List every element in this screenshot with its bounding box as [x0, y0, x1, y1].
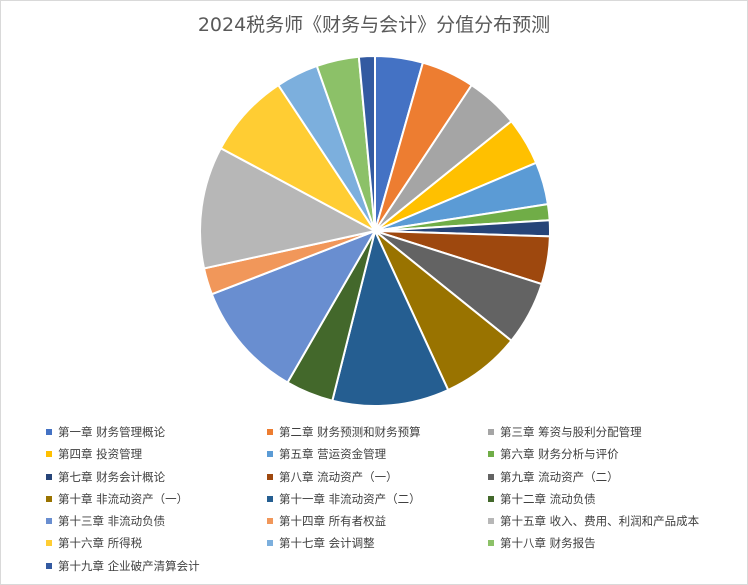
legend-item-8: 第八章 流动资产（一） [267, 469, 488, 485]
legend-item-19: 第十九章 企业破产清算会计 [46, 558, 267, 574]
legend-label: 第十五章 收入、费用、利润和产品成本 [500, 514, 700, 529]
legend-item-13: 第十三章 非流动负债 [46, 513, 267, 529]
legend-label: 第三章 筹资与股利分配管理 [500, 425, 642, 439]
legend-item-18: 第十八章 财务报告 [488, 535, 728, 551]
legend-swatch [267, 518, 273, 525]
legend-swatch [267, 473, 273, 480]
legend-label: 第十七章 会计调整 [279, 536, 375, 551]
legend-label: 第十三章 非流动负债 [58, 514, 166, 529]
legend-swatch [46, 495, 52, 502]
legend-label: 第十章 非流动资产（一） [58, 491, 189, 506]
legend-label: 第十九章 企业破产清算会计 [58, 558, 200, 573]
legend-swatch [267, 495, 273, 502]
legend-item-5: 第五章 营运资金管理 [267, 446, 488, 462]
legend-label: 第十二章 流动负债 [500, 491, 596, 506]
legend-swatch [267, 540, 273, 547]
chart-title: 2024税务师《财务与会计》分值分布预测 [197, 14, 551, 36]
legend-label: 第九章 流动资产（二） [500, 469, 619, 484]
legend-swatch [46, 429, 52, 435]
legend-item-14: 第十四章 所有者权益 [267, 513, 488, 529]
legend-swatch [267, 451, 273, 458]
legend-item-9: 第九章 流动资产（二） [488, 469, 728, 485]
pie-slice-13 [210, 230, 376, 384]
legend-swatch [46, 473, 52, 480]
legend-swatch [267, 429, 273, 435]
legend-swatch [488, 451, 494, 458]
pie-slice-11 [331, 230, 450, 407]
legend-label: 第十四章 所有者权益 [279, 514, 387, 529]
legend-swatch [488, 540, 494, 547]
pie-slice-19 [357, 55, 376, 232]
legend-item-15: 第十五章 收入、费用、利润和产品成本 [488, 513, 728, 529]
legend-item-17: 第十七章 会计调整 [267, 535, 488, 551]
legend-label: 第十一章 非流动资产（二） [279, 491, 421, 506]
legend-item-4: 第四章 投资管理 [46, 446, 267, 462]
legend-swatch [488, 495, 494, 502]
legend-label: 第五章 营运资金管理 [279, 447, 387, 462]
legend-item-11: 第十一章 非流动资产（二） [267, 491, 488, 507]
legend-item-12: 第十二章 流动负债 [488, 491, 728, 507]
legend-label: 第四章 投资管理 [58, 447, 143, 462]
legend-swatch [488, 429, 494, 435]
legend-label: 第七章 财务会计概论 [58, 469, 166, 484]
pie-chart [199, 55, 551, 407]
legend-item-16: 第十六章 所得税 [46, 535, 267, 551]
legend-item-10: 第十章 非流动资产（一） [46, 491, 267, 507]
legend-label: 第一章 财务管理概论 [58, 425, 166, 439]
legend-item-7: 第七章 财务会计概论 [46, 469, 267, 485]
legend-swatch [46, 562, 52, 569]
legend-swatch [488, 473, 494, 480]
pie-slice-15 [199, 147, 376, 270]
legend-swatch [46, 451, 52, 458]
legend-swatch [488, 518, 494, 525]
legend: 第一章 财务管理概论 第二章 财务预测和财务预算 第三章 筹资与股利分配管理第四章 … [46, 424, 736, 574]
legend-label: 第八章 流动资产（一） [279, 469, 398, 484]
legend-item-1: 第一章 财务管理概论 [46, 424, 267, 440]
legend-label: 第十六章 所得税 [58, 536, 143, 551]
legend-swatch [46, 540, 52, 547]
legend-swatch [46, 518, 52, 525]
legend-item-3: 第三章 筹资与股利分配管理 [488, 424, 728, 440]
legend-label: 第六章 财务分析与评价 [500, 447, 619, 462]
legend-label: 第二章 财务预测和财务预算 [279, 425, 421, 439]
legend-item-6: 第六章 财务分析与评价 [488, 446, 728, 462]
legend-item-2: 第二章 财务预测和财务预算 [267, 424, 488, 440]
legend-label: 第十八章 财务报告 [500, 536, 596, 551]
